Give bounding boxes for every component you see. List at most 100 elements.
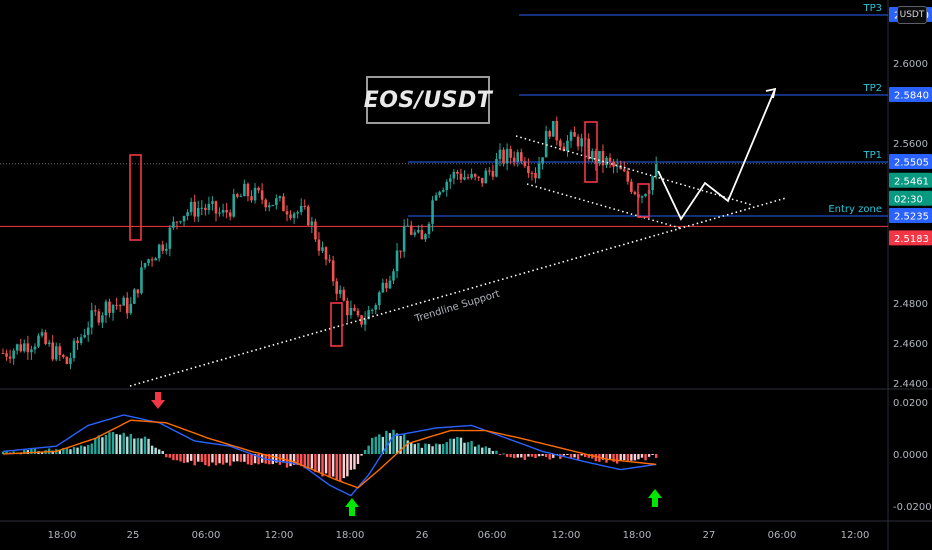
candle-body [378,292,381,306]
time-tick-label: 18:00 [336,530,365,541]
candle-body [1,353,5,354]
macd-hist-bar [140,438,143,454]
candle-body [449,178,452,182]
candle-body [136,289,140,294]
price-tick-label: 2.5600 [893,139,928,150]
macd-hist-bar [239,454,243,462]
candle [551,120,555,137]
macd-hist-bar [633,454,637,461]
macd-hist-bar [72,447,76,454]
macd-tick-label: 0.0000 [893,450,928,461]
candle-body [633,192,637,195]
candle [502,147,505,167]
candle [101,312,104,329]
candle [310,216,314,233]
price-axis: 2.60002.56002.48002.46002.44002.62402.58… [889,7,932,513]
macd-hist-bar [296,454,299,466]
candle-body [523,161,527,167]
candle-body [594,151,598,164]
countdown-tag-bg [889,190,932,206]
macd-hist-bar [310,454,314,469]
candle-body [342,289,346,301]
candle-body [608,157,612,162]
candle-body [495,158,498,177]
macd-hist-bar [90,443,93,454]
macd-hist-bar [552,454,555,458]
candle [434,192,438,202]
candle-body [488,170,491,172]
macd-hist-bar [587,454,590,458]
candle-body [275,198,278,206]
candle-body [434,195,438,201]
macd-hist-bar [406,440,409,454]
time-tick-label: 27 [703,530,716,541]
candle [484,167,488,184]
candle-body [140,267,143,294]
highlight-box [129,154,142,241]
candle [409,220,413,236]
candle [505,143,509,171]
candle-body [104,301,108,316]
macd-hist-bar [94,437,97,454]
candle [360,314,363,328]
candle-body [86,327,90,335]
candle [172,216,175,230]
tp1-line-label: TP1 [862,150,882,161]
candle [289,210,292,221]
candle [527,158,530,178]
macd-hist-bar [449,438,452,454]
candle-body [196,208,200,217]
candle-body [360,315,363,325]
candle [51,335,54,362]
candle [466,173,470,180]
candle [239,193,243,198]
candle-body [537,163,541,179]
candle [580,133,583,153]
candle [97,308,101,326]
macd-hist-bar [626,454,629,461]
candle-body [232,194,236,217]
time-tick-label: 06:00 [768,530,797,541]
candle [211,196,214,211]
currency-button[interactable]: USDT [897,6,927,24]
macd-hist-bar [530,454,534,457]
candle [47,339,51,347]
candle [5,349,8,361]
candle-body [108,301,111,313]
candle [193,194,196,222]
candle [459,168,463,184]
macd-hist-bar [108,432,111,454]
candle [431,196,434,232]
candle-body [129,303,133,314]
candle [651,175,654,195]
candle [275,194,278,210]
candle-body [12,350,15,359]
price-tick-label: 2.4800 [893,299,928,310]
candle [307,204,310,227]
candle [530,171,534,181]
macd-hist-bar [331,454,335,477]
macd-hist-bar [459,437,463,454]
candle [509,145,512,165]
candle-body [267,205,271,208]
candle-body [204,207,207,211]
candle-body [601,151,605,166]
candle [175,221,179,230]
candle-body [406,225,409,227]
candle [303,199,307,210]
macd-hist-bar [197,454,200,462]
candle [118,304,122,312]
candle-body [445,181,449,191]
candle [633,190,637,196]
candle [346,297,349,323]
candle [541,157,544,170]
candle [381,278,385,294]
candle [54,342,58,362]
candle-body [62,354,65,357]
candle [72,337,76,362]
candle [218,207,221,217]
macd-hist-bar [40,451,44,454]
candle [622,161,626,173]
candle [612,159,615,174]
macd-hist-bar [232,454,235,462]
